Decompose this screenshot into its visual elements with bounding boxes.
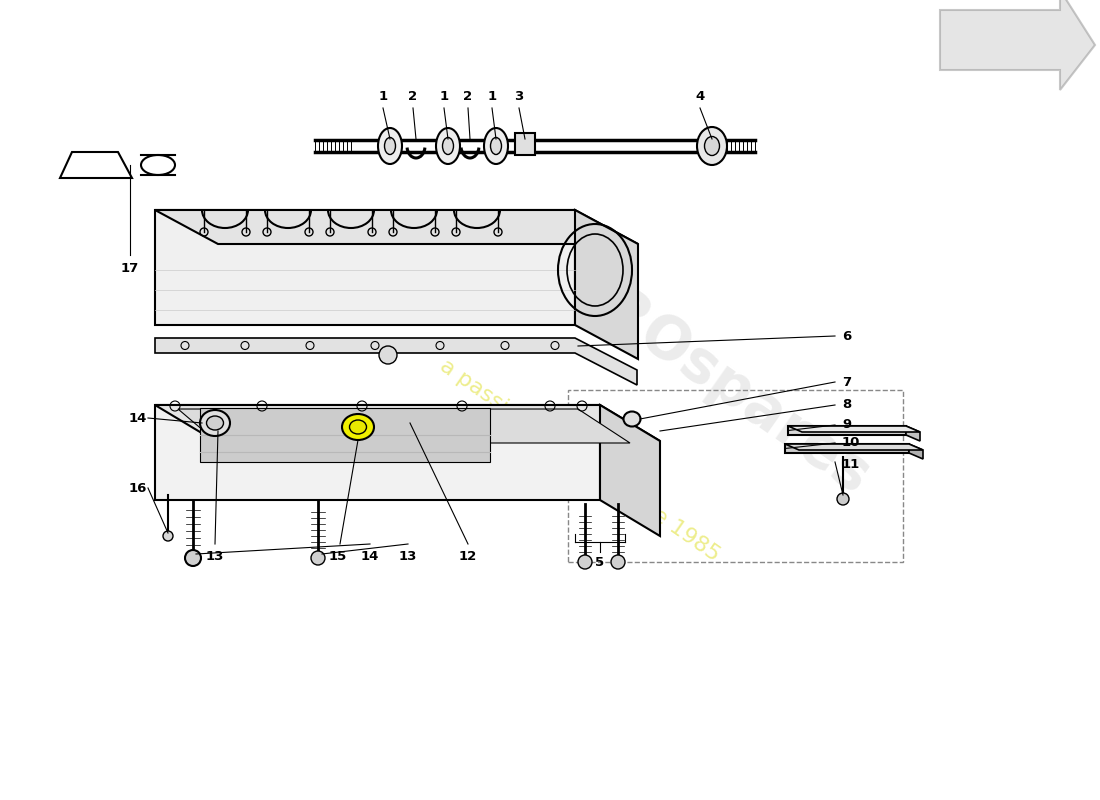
Ellipse shape <box>697 127 727 165</box>
Text: 11: 11 <box>842 458 860 470</box>
Polygon shape <box>155 210 575 325</box>
Polygon shape <box>155 405 600 500</box>
Text: 5: 5 <box>595 556 605 569</box>
Text: 9: 9 <box>842 418 851 431</box>
Text: 2: 2 <box>408 90 418 103</box>
Circle shape <box>163 531 173 541</box>
Text: 2: 2 <box>463 90 473 103</box>
Text: 13: 13 <box>399 550 417 563</box>
Text: 15: 15 <box>329 550 348 563</box>
Text: 8: 8 <box>842 398 851 411</box>
Circle shape <box>578 555 592 569</box>
Text: 1: 1 <box>378 90 387 103</box>
Text: 14: 14 <box>361 550 379 563</box>
Bar <box>788 426 906 435</box>
Ellipse shape <box>704 137 719 155</box>
Text: 16: 16 <box>129 482 147 494</box>
Text: 1: 1 <box>487 90 496 103</box>
Polygon shape <box>200 408 490 462</box>
Bar <box>785 444 909 453</box>
Ellipse shape <box>484 128 508 164</box>
Bar <box>515 133 535 155</box>
Polygon shape <box>909 444 923 459</box>
Ellipse shape <box>436 128 460 164</box>
Polygon shape <box>155 338 637 385</box>
Ellipse shape <box>385 138 396 154</box>
Text: 6: 6 <box>842 330 851 342</box>
Polygon shape <box>788 426 920 432</box>
Ellipse shape <box>200 410 230 436</box>
Circle shape <box>311 551 324 565</box>
Text: a passion for parts since 1985: a passion for parts since 1985 <box>437 355 724 565</box>
Ellipse shape <box>350 420 366 434</box>
Text: 1: 1 <box>439 90 449 103</box>
Ellipse shape <box>378 128 402 164</box>
Polygon shape <box>940 0 1094 90</box>
Text: 10: 10 <box>842 437 860 450</box>
Circle shape <box>837 493 849 505</box>
Bar <box>568 390 903 562</box>
Text: 14: 14 <box>129 411 147 425</box>
Text: 17: 17 <box>121 262 139 275</box>
Polygon shape <box>575 210 638 359</box>
Text: 3: 3 <box>515 90 524 103</box>
Circle shape <box>610 555 625 569</box>
Polygon shape <box>600 405 660 536</box>
Text: 4: 4 <box>695 90 705 103</box>
Ellipse shape <box>207 416 223 430</box>
Polygon shape <box>785 444 923 450</box>
Circle shape <box>379 346 397 364</box>
Polygon shape <box>178 409 630 443</box>
Ellipse shape <box>342 414 374 440</box>
Polygon shape <box>906 426 920 441</box>
Ellipse shape <box>624 411 640 426</box>
Text: EUROspares: EUROspares <box>519 232 880 508</box>
Ellipse shape <box>491 138 502 154</box>
Polygon shape <box>155 405 660 441</box>
Circle shape <box>185 550 201 566</box>
Ellipse shape <box>442 138 453 154</box>
Text: 12: 12 <box>459 550 477 563</box>
Text: 7: 7 <box>842 375 851 389</box>
Text: 13: 13 <box>206 550 224 563</box>
Polygon shape <box>155 210 638 244</box>
